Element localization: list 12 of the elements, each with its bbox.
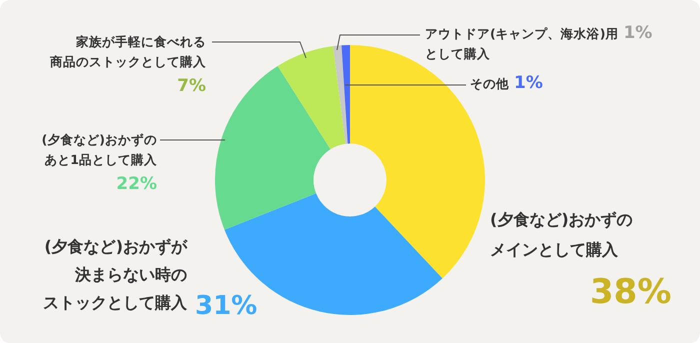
slice-label: アウトドア(キャンプ、海水浴)用として購入 xyxy=(425,25,618,63)
data-label: 1% xyxy=(623,23,652,43)
data-label: 7% xyxy=(177,76,206,96)
slice-label: (夕食など)おかずが決まらない時のストックとして購入 xyxy=(43,236,187,314)
slice-label: (夕食など)おかずのメインとして購入 xyxy=(490,209,633,261)
data-label: 31% xyxy=(195,291,258,321)
slice-label: その他 xyxy=(470,75,509,93)
data-label: 22% xyxy=(116,174,157,194)
slice-label: (夕食など)おかずのあと1品として購入 xyxy=(42,132,157,167)
slice-label: 家族が手軽に食べれる商品のストックとして購入 xyxy=(50,34,206,69)
data-label: 38% xyxy=(590,272,672,312)
data-label: 1% xyxy=(514,73,543,93)
